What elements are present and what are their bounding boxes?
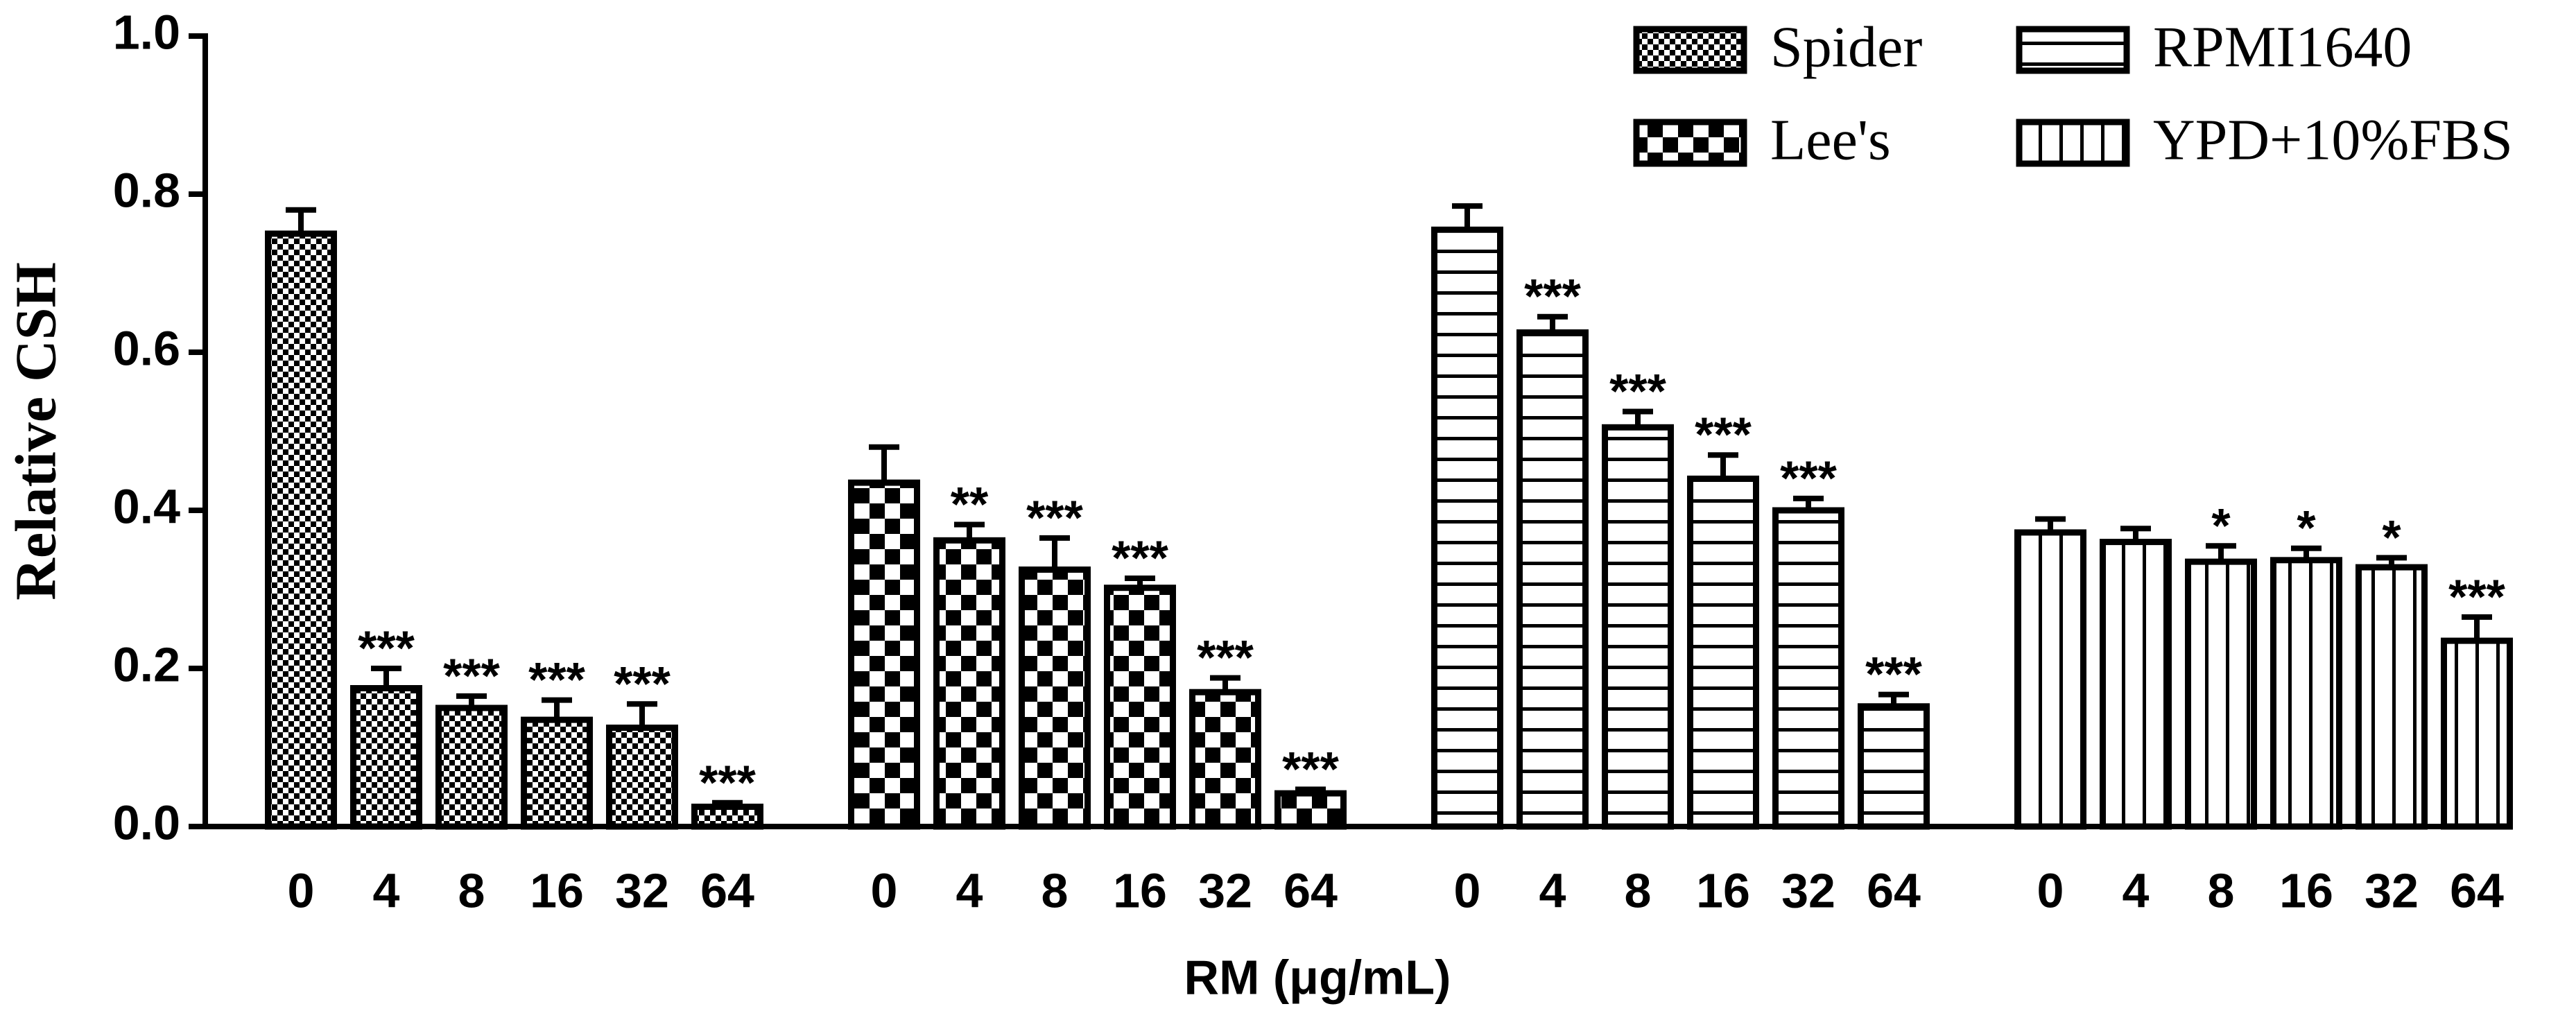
bar — [1104, 585, 1176, 830]
significance-label: * — [2211, 499, 2231, 553]
significance-label: *** — [1865, 647, 1922, 701]
bar — [2100, 539, 2172, 830]
x-tick-label: 16 — [530, 863, 584, 917]
x-tick-label: 4 — [373, 863, 400, 917]
x-tick-label: 64 — [2450, 863, 2504, 917]
bar — [1687, 475, 1759, 830]
significance-label: *** — [528, 652, 585, 707]
legend-swatch — [1633, 26, 1747, 74]
x-tick-label: 0 — [871, 863, 898, 917]
significance-label: ** — [951, 477, 989, 531]
bar — [848, 479, 920, 830]
x-tick-label: 32 — [1781, 863, 1835, 917]
bar — [933, 537, 1005, 830]
bar — [1858, 703, 1930, 830]
x-tick-label: 0 — [1454, 863, 1481, 917]
bar — [521, 716, 593, 830]
x-tick-label: 8 — [2208, 863, 2235, 917]
significance-label: *** — [699, 755, 756, 809]
significance-label: *** — [2448, 569, 2505, 623]
bar — [265, 230, 337, 830]
legend-swatch — [2016, 26, 2130, 74]
x-tick-label: 16 — [2279, 863, 2333, 917]
bar — [1189, 689, 1261, 830]
x-tick-label: 4 — [956, 863, 983, 917]
bar — [2441, 637, 2513, 830]
significance-label: *** — [1026, 490, 1083, 544]
x-tick-label: 32 — [2365, 863, 2419, 917]
legend-swatch — [2016, 119, 2130, 167]
x-tick-label: 32 — [615, 863, 669, 917]
bar — [435, 704, 508, 830]
significance-label: *** — [1780, 451, 1837, 505]
significance-label: *** — [1609, 364, 1666, 418]
legend-label: Lee's — [1770, 107, 1891, 172]
x-tick-label: 16 — [1696, 863, 1750, 917]
x-tick-label: 8 — [1625, 863, 1652, 917]
bar — [1431, 226, 1503, 830]
bar — [350, 685, 422, 830]
significance-label: * — [2297, 501, 2316, 555]
bar — [1019, 567, 1091, 830]
bar — [606, 725, 678, 830]
bar — [2185, 558, 2257, 830]
y-tick-label: 0.6 — [113, 321, 180, 375]
y-axis-label: Relative CSH — [3, 262, 68, 600]
bar — [691, 804, 763, 830]
significance-label: *** — [1282, 742, 1339, 796]
x-tick-label: 0 — [288, 863, 315, 917]
x-tick-label: 32 — [1198, 863, 1252, 917]
bar — [2355, 564, 2428, 830]
y-tick-label: 0.8 — [113, 163, 180, 217]
y-tick-label: 0.4 — [113, 479, 180, 533]
x-tick-label: 4 — [1539, 863, 1566, 917]
legend-label: Spider — [1770, 15, 1922, 79]
significance-label: * — [2382, 510, 2401, 564]
x-tick-label: 16 — [1113, 863, 1167, 917]
x-tick-label: 64 — [1283, 863, 1338, 917]
legend-label: YPD+10%FBS — [2153, 107, 2513, 172]
bar — [2014, 529, 2086, 830]
x-tick-label: 0 — [2037, 863, 2064, 917]
x-tick-label: 8 — [458, 863, 485, 917]
significance-label: *** — [1197, 630, 1254, 684]
significance-label: *** — [1112, 531, 1168, 585]
x-tick-label: 4 — [2123, 863, 2150, 917]
significance-label: *** — [443, 648, 500, 702]
significance-label: *** — [614, 657, 671, 711]
bar — [1516, 329, 1589, 830]
legend-swatch — [1633, 119, 1747, 167]
y-tick-label: 1.0 — [113, 5, 180, 59]
bar — [1274, 790, 1347, 830]
x-tick-label: 8 — [1041, 863, 1069, 917]
significance-label: *** — [1695, 408, 1752, 462]
bar — [1602, 424, 1674, 830]
x-tick-label: 64 — [1867, 863, 1921, 917]
x-axis-label: RM (μg/mL) — [1184, 950, 1451, 1004]
y-tick-label: 0.2 — [113, 637, 180, 691]
significance-label: *** — [1524, 269, 1581, 323]
y-tick-label: 0.0 — [113, 795, 180, 849]
bar — [2270, 557, 2342, 830]
x-tick-label: 64 — [700, 863, 754, 917]
significance-label: *** — [358, 621, 415, 675]
bar — [1772, 507, 1844, 830]
legend-label: RPMI1640 — [2153, 15, 2412, 79]
